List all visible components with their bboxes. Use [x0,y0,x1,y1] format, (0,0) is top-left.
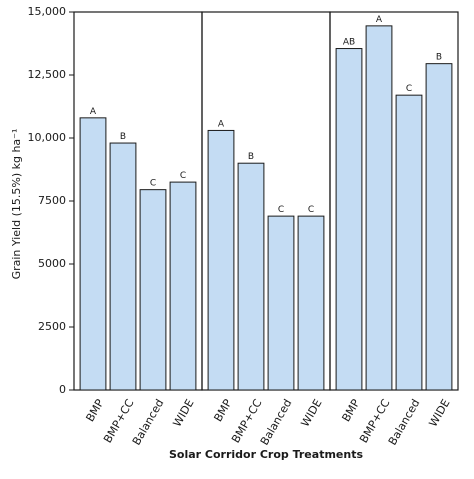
panel-frame [329,11,459,391]
bar [207,129,235,391]
x-tick-label: BMP [83,397,106,424]
bar [365,25,393,391]
significance-letter: C [180,171,186,181]
significance-letter: AB [343,38,355,48]
x-tick-label: WIDE [426,397,452,429]
x-axis-title: Solar Corridor Crop Treatments [169,448,363,461]
significance-letter: C [150,179,156,189]
bar [395,94,423,391]
chart-panels [73,11,459,391]
y-tick-label: 5000 [38,257,66,270]
bar [79,117,107,391]
y-axis: 0 2500 5000 7500 10,000 12,500 15,000 [28,5,74,396]
y-axis-title: Grain Yield (15.5%) kg ha⁻¹ [10,129,23,280]
bar [237,162,265,391]
x-tick-label: WIDE [298,397,324,429]
significance-letter: B [120,132,126,142]
significance-letter: A [376,15,383,25]
y-tick-label: 10,000 [28,131,67,144]
y-tick-label: 2500 [38,320,66,333]
significance-letter: B [248,152,254,162]
significance-letter: B [436,53,442,63]
significance-letter: C [406,84,412,94]
y-tick-label: 7500 [38,194,66,207]
significance-letter: A [218,119,225,129]
bar [425,63,453,391]
y-tick-label: 12,500 [28,68,67,81]
significance-letter: C [308,205,314,215]
bar [267,215,295,391]
bars [79,25,453,391]
x-tick-label: WIDE [170,397,196,429]
y-tick-label: 0 [59,383,66,396]
bar [139,189,167,391]
bar [335,48,363,391]
significance-letter: C [278,205,284,215]
y-tick-label: 15,000 [28,5,67,18]
bar [169,181,197,391]
x-tick-label: BMP [211,397,234,424]
bar [109,142,137,391]
x-tick-label: BMP [339,397,362,424]
bar [297,215,325,391]
significance-letter: A [90,107,97,117]
